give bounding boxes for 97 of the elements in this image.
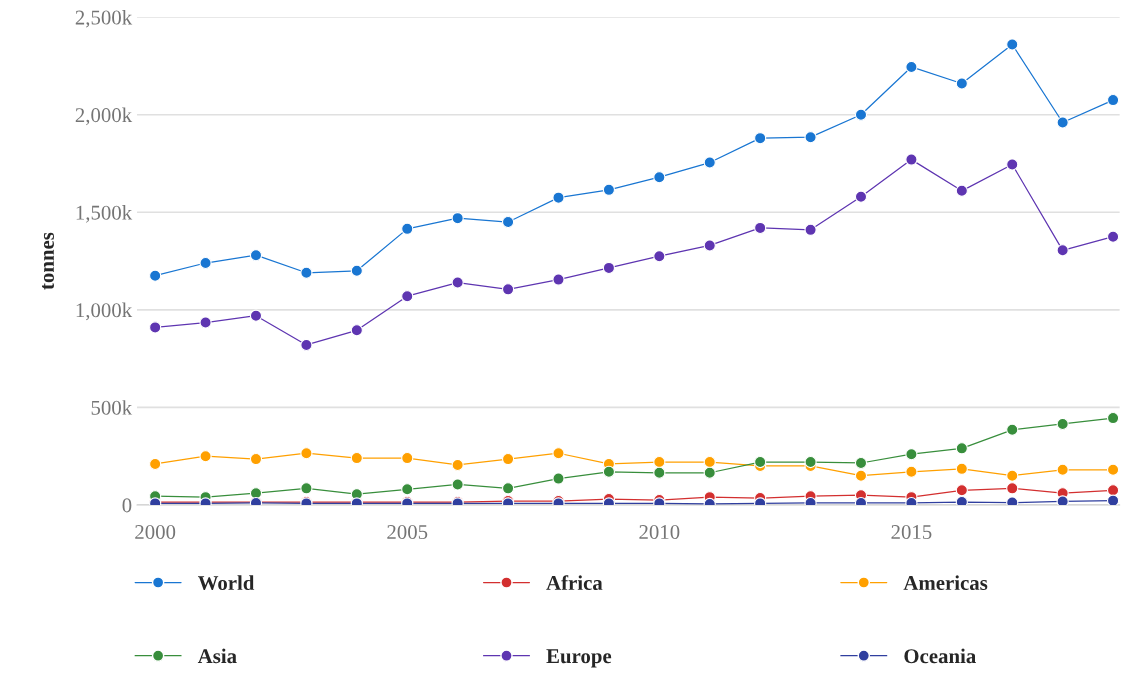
point — [955, 77, 968, 90]
point — [401, 222, 414, 235]
point — [653, 466, 666, 479]
point — [1056, 116, 1069, 129]
point — [854, 190, 868, 203]
point — [703, 466, 716, 479]
point — [451, 478, 464, 491]
point — [1106, 494, 1120, 505]
point — [854, 456, 868, 470]
point — [703, 156, 716, 169]
point — [401, 290, 414, 303]
point — [149, 457, 162, 471]
point — [1056, 495, 1069, 505]
legend-label: Africa — [546, 575, 603, 591]
point — [350, 452, 363, 465]
point — [199, 450, 212, 463]
point — [501, 482, 515, 495]
point — [955, 495, 968, 505]
point — [854, 469, 868, 482]
point — [703, 239, 716, 252]
x-tick-label: 2000 — [135, 524, 176, 540]
point — [199, 256, 212, 270]
point — [199, 316, 212, 329]
point — [300, 338, 313, 352]
y-axis-title: tonnes — [42, 232, 54, 290]
y-tick-label: 2,500k — [75, 9, 133, 28]
x-tick-label: 2010 — [639, 524, 680, 540]
point — [1006, 38, 1019, 51]
point — [451, 276, 464, 289]
y-tick-label: 1,000k — [76, 302, 133, 321]
point — [905, 153, 918, 166]
point — [854, 108, 868, 121]
point — [501, 452, 515, 466]
point — [602, 261, 616, 274]
point — [703, 455, 716, 469]
point — [149, 269, 162, 282]
legend-label: Asia — [197, 648, 237, 664]
point — [1056, 417, 1069, 431]
point — [350, 264, 363, 277]
point — [1106, 484, 1120, 497]
y-tick-label: 0 — [122, 498, 132, 513]
point — [552, 191, 565, 204]
x-tick-label: 2005 — [387, 524, 428, 540]
point — [300, 482, 313, 495]
point — [249, 249, 263, 262]
point — [149, 321, 162, 334]
point — [955, 184, 968, 197]
point — [955, 484, 968, 497]
point — [1056, 463, 1069, 476]
point — [602, 183, 616, 196]
point — [955, 442, 968, 455]
x-tick-label: 2015 — [891, 524, 932, 540]
point — [249, 309, 263, 322]
y-tick-label: 2,000k — [75, 107, 133, 126]
legend-label: Europe — [546, 649, 612, 668]
point — [1056, 244, 1069, 257]
point — [653, 250, 666, 263]
point — [1106, 93, 1120, 107]
point — [401, 483, 414, 496]
point — [754, 132, 767, 145]
point — [754, 221, 767, 235]
point — [905, 448, 918, 461]
point — [1106, 463, 1120, 476]
y-tick-label: 500k — [91, 400, 133, 415]
point — [602, 465, 616, 478]
point — [653, 171, 666, 184]
point — [1006, 423, 1019, 436]
point — [401, 452, 414, 465]
point — [300, 447, 313, 460]
point — [501, 283, 515, 296]
point — [249, 487, 263, 500]
point — [1106, 412, 1120, 425]
point — [1006, 158, 1019, 171]
legend-label: Americas — [903, 575, 988, 591]
point — [905, 465, 918, 478]
legend-label: World — [197, 575, 255, 591]
point — [804, 455, 817, 469]
point — [501, 215, 515, 229]
legend-label: Oceania — [904, 648, 976, 664]
point — [451, 212, 464, 225]
point — [1106, 230, 1120, 243]
point — [350, 324, 363, 337]
point — [1006, 469, 1019, 482]
point — [905, 60, 918, 74]
point — [754, 455, 767, 469]
point — [552, 472, 565, 485]
point — [451, 458, 464, 472]
point — [804, 223, 817, 236]
point — [249, 452, 263, 466]
point — [552, 273, 565, 286]
point — [653, 455, 666, 469]
point — [552, 447, 565, 460]
point — [955, 462, 968, 475]
y-tick-label: 1,500k — [76, 205, 133, 223]
point — [1006, 482, 1019, 495]
point — [804, 131, 817, 144]
point — [300, 266, 313, 279]
